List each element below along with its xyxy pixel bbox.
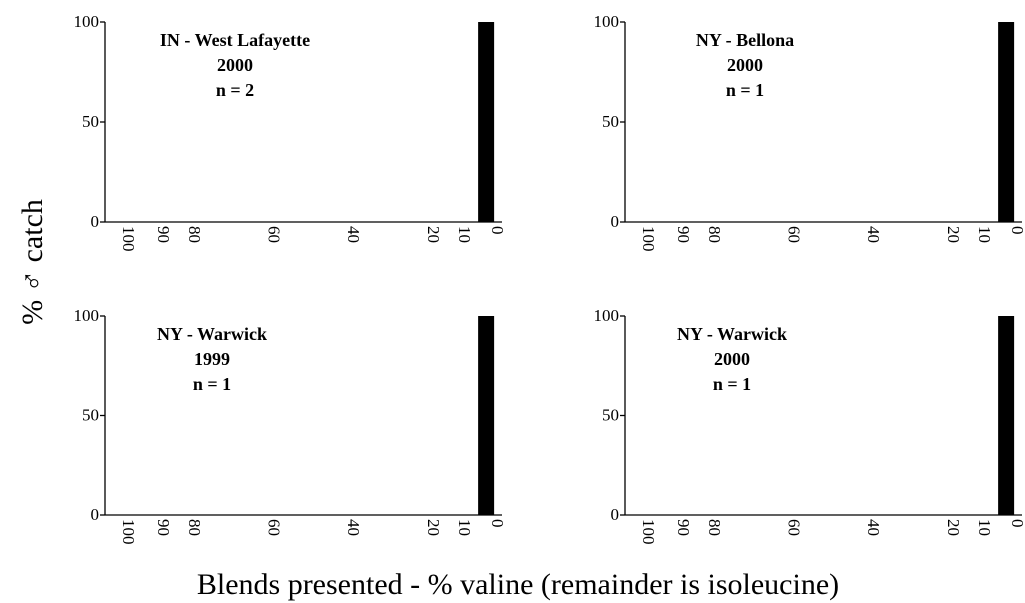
bar [998,22,1015,222]
x-tick-label: 80 [705,519,724,536]
y-tick-label: 50 [82,112,99,131]
y-tick-label: 0 [91,505,100,524]
x-tick-label: 40 [864,519,883,536]
x-tick-label: 90 [154,519,173,536]
x-tick-label: 0 [488,519,507,528]
x-tick-label: 10 [455,226,474,243]
panel-annotation-line: NY - Warwick [157,324,267,344]
y-tick-label: 100 [594,12,620,31]
panel-annotation-line: n = 1 [726,80,764,100]
x-tick-label: 10 [455,519,474,536]
x-tick-label: 20 [944,226,963,243]
panel-annotation-line: IN - West Lafayette [160,30,310,50]
y-tick-label: 100 [74,12,100,31]
x-tick-label: 0 [488,226,507,235]
panel-annotation-line: 1999 [194,349,230,369]
x-tick-label: 60 [785,226,804,243]
x-tick-label: 80 [185,226,204,243]
y-tick-label: 0 [91,212,100,231]
x-tick-label: 90 [674,519,693,536]
y-tick-label: 100 [74,306,100,325]
x-tick-label: 100 [119,226,138,252]
y-tick-label: 50 [602,112,619,131]
y-tick-label: 0 [611,505,620,524]
x-tick-label: 100 [119,519,138,545]
x-axis-title: Blends presented - % valine (remainder i… [197,568,839,601]
x-tick-label: 60 [785,519,804,536]
bar [478,316,495,515]
bar [478,22,495,222]
x-tick-label: 40 [344,519,363,536]
y-tick-label: 100 [594,306,620,325]
x-tick-label: 100 [639,519,658,545]
panel-annotation-line: NY - Bellona [696,30,794,50]
panel-annotation-line: 2000 [217,55,253,75]
y-tick-label: 50 [82,406,99,425]
panel-annotation-line: n = 1 [713,374,751,394]
y-axis-title: % ♂ catch [16,199,49,325]
x-tick-label: 0 [1008,226,1025,235]
x-tick-label: 80 [185,519,204,536]
x-tick-label: 80 [705,226,724,243]
x-tick-label: 40 [864,226,883,243]
y-tick-label: 50 [602,406,619,425]
panel-annotation-line: n = 2 [216,80,254,100]
panel-annotation-line: 2000 [727,55,763,75]
x-tick-label: 90 [154,226,173,243]
x-tick-label: 10 [975,226,994,243]
x-tick-label: 90 [674,226,693,243]
x-tick-label: 60 [265,226,284,243]
x-tick-label: 0 [1008,519,1025,528]
x-tick-label: 20 [424,519,443,536]
x-tick-label: 20 [944,519,963,536]
panel-annotation-line: n = 1 [193,374,231,394]
x-tick-label: 40 [344,226,363,243]
x-tick-label: 60 [265,519,284,536]
panel-annotation-line: 2000 [714,349,750,369]
y-tick-label: 0 [611,212,620,231]
panel-annotation-line: NY - Warwick [677,324,787,344]
bar [998,316,1015,515]
x-tick-label: 10 [975,519,994,536]
x-tick-label: 100 [639,226,658,252]
x-tick-label: 20 [424,226,443,243]
